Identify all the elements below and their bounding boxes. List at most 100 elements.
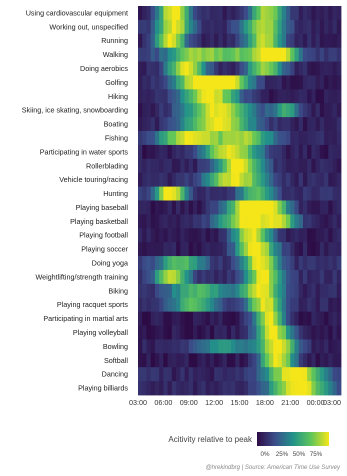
heatmap-cell [336,144,342,160]
heatmap-cell [307,61,312,76]
heatmap-cell [324,381,329,396]
heatmap-cell [294,158,300,174]
heatmap-cell [180,103,185,118]
heatmap-cell [184,269,190,285]
heatmap-cell [264,353,270,368]
heatmap-cell [298,75,304,90]
heatmap-cell [226,297,232,313]
heatmap-cell [260,89,266,104]
heatmap-cell [231,367,236,382]
heatmap-cell [142,325,147,340]
heatmap-cell [209,33,215,49]
heatmap-cell [235,6,240,21]
heatmap-cell [146,33,152,49]
legend-colorbar [257,432,329,446]
heatmap-cell [302,144,308,160]
heatmap-cell [277,242,283,257]
heatmap-cell [277,353,283,368]
row-label: Working out, unspecified [49,22,128,31]
heatmap-cell [269,283,274,299]
heatmap-cell [315,228,321,243]
heatmap-cell [264,6,270,21]
heatmap-cell [328,283,333,299]
heatmap-cell [290,19,295,35]
heatmap-cell [302,297,308,313]
heatmap-cell [252,367,257,382]
heatmap-cell [163,242,169,257]
heatmap-cell [180,47,185,62]
heatmap-cell [197,117,202,132]
heatmap-cell [235,339,240,354]
heatmap-cell [167,131,173,146]
heatmap-cell [176,353,181,368]
heatmap-cell [146,75,152,90]
heatmap-cell [180,172,185,187]
heatmap-cell [231,75,236,90]
heatmap-cell [332,367,338,382]
heatmap-cell [167,19,173,35]
heatmap-cell [150,367,156,382]
heatmap-cell [209,214,215,229]
heatmap-cell [138,297,143,313]
heatmap-cell [184,311,190,326]
heatmap-cell [264,242,270,257]
heatmap-cell [269,19,274,35]
heatmap-cell [214,33,219,49]
heatmap-cell [142,117,147,132]
heatmap-cell [311,6,317,21]
heatmap-cell [163,186,169,201]
heatmap-cell [214,381,219,396]
heatmap-cell [209,353,215,368]
heatmap-cell [176,242,181,257]
heatmap-cell [167,325,173,340]
heatmap-cell [146,131,152,146]
heatmap-cell [176,214,181,229]
heatmap-cell [150,256,156,271]
heatmap-cell [176,283,181,299]
heatmap-cell [319,200,325,215]
heatmap-cell [298,214,304,229]
heatmap-cell [269,311,274,326]
heatmap-cell [319,339,325,354]
heatmap-cell [298,131,304,146]
heatmap-cell [243,19,249,35]
heatmap-cell [163,325,169,340]
heatmap-cell [324,131,329,146]
heatmap-cell [302,172,308,187]
heatmap-cell [176,47,181,62]
heatmap-cell [290,256,295,271]
heatmap-cell [252,6,257,21]
heatmap-cell [214,228,219,243]
heatmap-cell [239,19,245,35]
heatmap-cell [163,339,169,354]
heatmap-cell [197,144,202,160]
heatmap-cell [222,256,228,271]
heatmap-cell [205,269,211,285]
heatmap-cell [290,228,295,243]
heatmap-cell [324,61,329,76]
heatmap-cell [311,47,317,62]
heatmap-cell [315,200,321,215]
heatmap-cell [167,6,173,21]
heatmap-cell [281,131,287,146]
heatmap-cell [235,89,240,104]
heatmap-cell [319,6,325,21]
heatmap-cell [214,47,219,62]
heatmap-cell [324,19,329,35]
heatmap-cell [226,242,232,257]
heatmap-cell [269,269,274,285]
heatmap-cell [247,158,253,174]
heatmap-cell [184,228,190,243]
heatmap-cell [277,339,283,354]
heatmap-cell [235,131,240,146]
heatmap-cell [243,297,249,313]
heatmap-cell [201,200,207,215]
heatmap-cell [192,19,198,35]
heatmap-cell [324,158,329,174]
heatmap-cell [209,269,215,285]
heatmap-cell [235,103,240,118]
heatmap-cell [294,228,300,243]
heatmap-cell [180,353,185,368]
heatmap-cell [209,311,215,326]
heatmap-cell [273,186,278,201]
